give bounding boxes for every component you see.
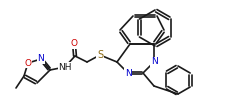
Text: O: O <box>25 58 32 67</box>
Text: N: N <box>38 55 44 63</box>
Text: N: N <box>125 68 131 77</box>
Text: S: S <box>97 50 103 60</box>
Text: NH: NH <box>58 62 72 71</box>
Text: N: N <box>151 57 157 66</box>
Text: O: O <box>70 40 77 49</box>
